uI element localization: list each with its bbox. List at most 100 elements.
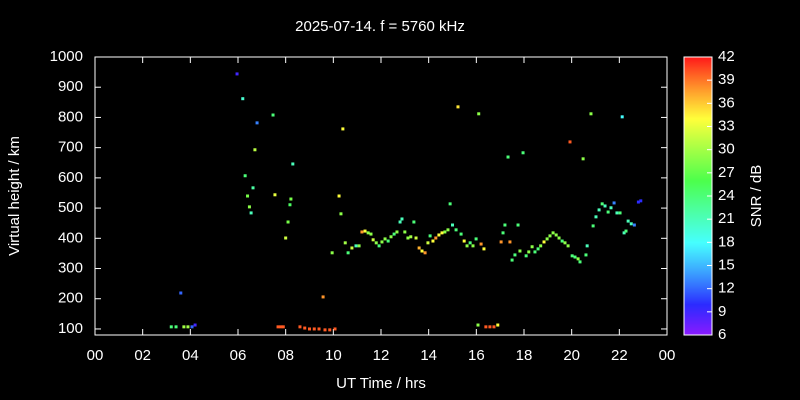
point — [174, 325, 178, 329]
point — [339, 212, 343, 216]
point — [584, 253, 588, 257]
y-tick-label: 600 — [58, 169, 83, 186]
colorbar-swatch — [684, 275, 712, 278]
colorbar-swatch — [684, 267, 712, 270]
colorbar-swatch — [684, 281, 712, 284]
point — [615, 211, 619, 215]
colorbar-swatch — [684, 297, 712, 300]
point — [357, 244, 361, 248]
point — [612, 201, 616, 205]
colorbar-swatch — [684, 87, 712, 90]
point — [440, 231, 444, 235]
colorbar-swatch — [684, 175, 712, 178]
colorbar-swatch — [684, 61, 712, 64]
x-tick-label: 08 — [277, 347, 294, 364]
point — [253, 148, 257, 152]
colorbar-swatch — [684, 205, 712, 208]
point — [323, 328, 327, 332]
colorbar-swatch — [684, 137, 712, 140]
colorbar-swatch — [684, 103, 712, 106]
point — [412, 220, 416, 224]
colorbar-swatch — [684, 301, 712, 304]
x-tick-label: 06 — [230, 347, 247, 364]
point — [474, 237, 478, 241]
colorbar-swatch — [684, 165, 712, 168]
colorbar-swatch — [684, 255, 712, 258]
colorbar-swatch — [684, 227, 712, 230]
point — [312, 327, 316, 331]
colorbar-swatch — [684, 143, 712, 146]
colorbar-swatch — [684, 185, 712, 188]
point — [182, 325, 186, 329]
point — [482, 247, 486, 251]
point — [591, 224, 595, 228]
point — [629, 222, 633, 226]
point — [581, 157, 585, 161]
colorbar-tick-label: 9 — [718, 303, 726, 320]
point — [622, 231, 626, 235]
colorbar-swatch — [684, 183, 712, 186]
point — [551, 231, 555, 235]
point — [508, 240, 512, 244]
colorbar-swatch — [684, 171, 712, 174]
colorbar-swatch — [684, 299, 712, 302]
x-axis-label: UT Time / hrs — [336, 375, 426, 392]
colorbar-swatch — [684, 155, 712, 158]
point — [251, 186, 255, 190]
colorbar-swatch — [684, 95, 712, 98]
point — [406, 236, 410, 240]
chart-title: 2025-07-14. f = 5760 kHz — [295, 18, 465, 35]
colorbar-swatch — [684, 239, 712, 242]
point — [354, 244, 358, 248]
point — [603, 204, 607, 208]
colorbar-swatch — [684, 173, 712, 176]
x-tick-label: 02 — [134, 347, 151, 364]
y-tick-label: 500 — [58, 199, 83, 216]
colorbar-tick-label: 6 — [718, 326, 726, 343]
point — [284, 236, 288, 240]
point — [337, 194, 341, 198]
point — [618, 211, 622, 215]
colorbar-swatch — [684, 83, 712, 86]
point — [506, 155, 510, 159]
colorbar-swatch — [684, 225, 712, 228]
point — [510, 258, 514, 262]
point — [566, 244, 570, 248]
colorbar-tick-label: 18 — [718, 233, 735, 250]
point — [597, 208, 601, 212]
y-axis-label: Virtual height / km — [6, 136, 23, 256]
point — [476, 323, 480, 327]
point — [243, 174, 247, 178]
colorbar-swatch — [684, 131, 712, 134]
point — [286, 220, 290, 224]
colorbar-swatch — [684, 279, 712, 282]
colorbar-swatch — [684, 289, 712, 292]
point — [576, 257, 580, 261]
colorbar-swatch — [684, 277, 712, 280]
point — [288, 203, 292, 207]
colorbar-swatch — [684, 217, 712, 220]
x-tick-label: 14 — [420, 347, 437, 364]
colorbar-swatch — [684, 245, 712, 248]
colorbar-swatch — [684, 261, 712, 264]
point — [417, 246, 421, 250]
colorbar-swatch — [684, 213, 712, 216]
point — [255, 121, 259, 125]
point — [632, 223, 636, 227]
point — [578, 260, 582, 264]
point — [620, 115, 624, 119]
colorbar-swatch — [684, 233, 712, 236]
point — [366, 231, 370, 235]
colorbar-swatch — [684, 119, 712, 122]
point — [392, 232, 396, 236]
colorbar-swatch — [684, 195, 712, 198]
point — [451, 223, 454, 227]
x-tick-label: 22 — [611, 347, 628, 364]
point — [456, 105, 460, 109]
colorbar-swatch — [684, 105, 712, 108]
colorbar-swatch — [684, 117, 712, 120]
colorbar-swatch — [684, 315, 712, 318]
point — [554, 233, 558, 237]
colorbar-swatch — [684, 317, 712, 320]
